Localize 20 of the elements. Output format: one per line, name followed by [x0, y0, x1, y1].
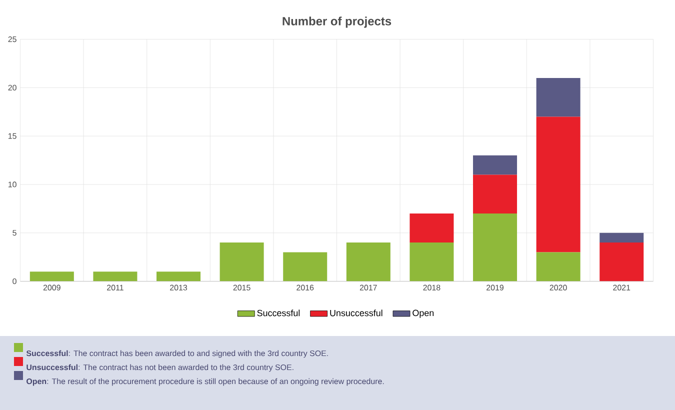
bar — [536, 252, 580, 282]
bar — [536, 78, 580, 117]
bar — [600, 232, 644, 243]
bar — [283, 252, 328, 282]
legend-label: Successful — [257, 310, 300, 316]
bar — [410, 213, 454, 243]
legend-label: Open — [412, 310, 434, 318]
bar — [410, 242, 454, 282]
bar — [346, 242, 390, 282]
bar — [600, 242, 644, 282]
bar — [30, 272, 74, 282]
bar — [93, 272, 138, 282]
legend-label: Unsuccessful — [330, 310, 382, 316]
bar — [220, 242, 264, 282]
bar — [473, 174, 518, 214]
bar — [473, 155, 518, 175]
bar — [536, 116, 580, 252]
chart-title: Number of projects — [282, 16, 392, 28]
bar — [473, 213, 518, 282]
bar — [156, 272, 201, 282]
